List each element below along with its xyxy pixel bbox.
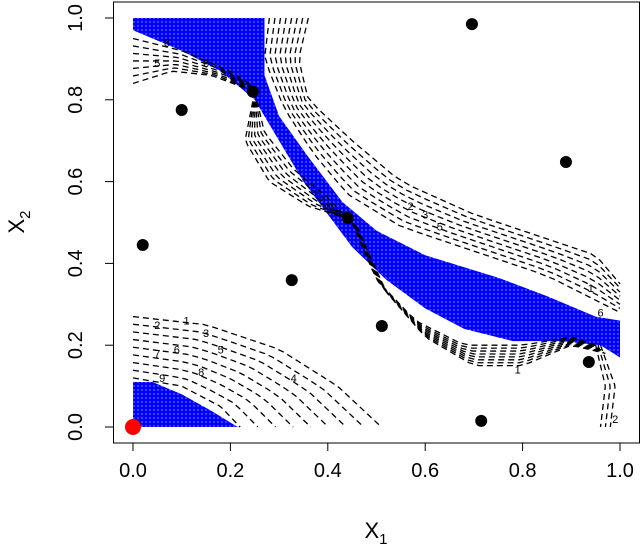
contour-line: [254, 91, 348, 219]
contour-line: [132, 377, 241, 428]
x-axis-label: X1: [364, 518, 387, 548]
x-tick-label: 0.0: [119, 460, 147, 482]
contour-label: 8: [198, 367, 204, 379]
x-axis: 0.0 0.2 0.4 0.6 0.8 1.0: [119, 442, 634, 482]
contour-line: [132, 52, 256, 90]
contour-line: [132, 331, 347, 428]
contour-line: [356, 226, 606, 367]
x-tick-label: 0.2: [216, 460, 244, 482]
highlight-point: [125, 419, 141, 435]
x-tick-label: 0.6: [411, 460, 439, 482]
y-tick-label: 0.0: [65, 413, 87, 441]
contour-label: 9: [159, 373, 165, 385]
x-tick-label: 0.8: [509, 460, 537, 482]
feasible-region: [133, 382, 238, 427]
contour-label: 6: [597, 307, 603, 319]
region-layer: [133, 18, 620, 427]
contour-line: [294, 17, 621, 289]
contour-line: [599, 344, 616, 428]
contour-line: [244, 91, 348, 220]
contour-label: 5: [154, 58, 160, 70]
contour-line: [597, 345, 611, 428]
contour-line: [298, 17, 621, 285]
contour-line: [132, 323, 365, 428]
design-point: [341, 212, 354, 225]
contour-line: [132, 70, 255, 93]
contour-label: 6: [203, 58, 209, 70]
contour-line: [132, 45, 256, 89]
contour-line: [132, 361, 276, 428]
design-point: [136, 238, 149, 251]
contour-line: [132, 63, 256, 91]
design-point: [582, 355, 595, 368]
contour-label: 1: [515, 365, 521, 377]
y-axis-label: X2: [4, 210, 34, 233]
y-tick-label: 0.4: [65, 249, 87, 277]
design-point: [246, 85, 259, 98]
contour-line: [132, 67, 255, 92]
contour-line: [274, 17, 621, 305]
contour-label: 2: [408, 201, 414, 213]
contour-line: [284, 17, 621, 297]
contour-line: [355, 225, 603, 361]
contour-label: 6: [174, 344, 180, 356]
contour-line: [254, 91, 348, 219]
design-point: [465, 18, 478, 31]
contour-label: 5: [218, 344, 224, 356]
contour-label: 3: [203, 328, 209, 340]
design-point: [475, 414, 488, 427]
contour-line: [279, 17, 621, 301]
contour-line: [247, 91, 348, 220]
points-layer: [125, 18, 595, 435]
contour-label: 2: [612, 414, 618, 426]
contour-label: 3: [422, 209, 428, 221]
design-point: [375, 319, 388, 332]
contour-line: [264, 17, 621, 314]
contour-label: 1: [184, 316, 190, 328]
contour-line: [132, 354, 294, 428]
contour-line: [132, 315, 382, 428]
design-point: [285, 274, 298, 287]
contour-line: [132, 338, 329, 428]
contour-line: [132, 37, 256, 89]
contour-line: [132, 369, 259, 428]
y-tick-label: 0.6: [65, 168, 87, 196]
contour-label: 7: [154, 348, 160, 360]
y-tick-label: 1.0: [65, 4, 87, 32]
contour-line: [289, 17, 621, 293]
contour-label: 1: [588, 283, 594, 295]
contour-label: 4: [291, 373, 297, 385]
contour-line: [354, 224, 602, 358]
contour-line: [133, 60, 256, 91]
contour-line: [595, 345, 606, 428]
design-point: [559, 155, 572, 168]
contour-line: [254, 91, 348, 219]
y-tick-label: 0.8: [65, 86, 87, 114]
feasible-region: [133, 18, 620, 358]
contour-line: [250, 91, 348, 220]
contour-label: 5: [437, 222, 443, 234]
contour-label: 8: [164, 38, 170, 50]
design-point: [175, 104, 188, 117]
x-tick-label: 1.0: [606, 460, 634, 482]
contour-line: [269, 17, 621, 309]
x-tick-label: 0.4: [314, 460, 342, 482]
contour-label: 2: [154, 320, 160, 332]
y-axis: 0.0 0.2 0.4 0.6 0.8 1.0: [65, 4, 114, 441]
contour-line: [132, 346, 312, 428]
contour-line: [254, 91, 348, 219]
contour-line: [355, 225, 605, 364]
y-tick-label: 0.2: [65, 331, 87, 359]
plot-frame: [113, 1, 640, 444]
contour-layer: [132, 17, 621, 428]
